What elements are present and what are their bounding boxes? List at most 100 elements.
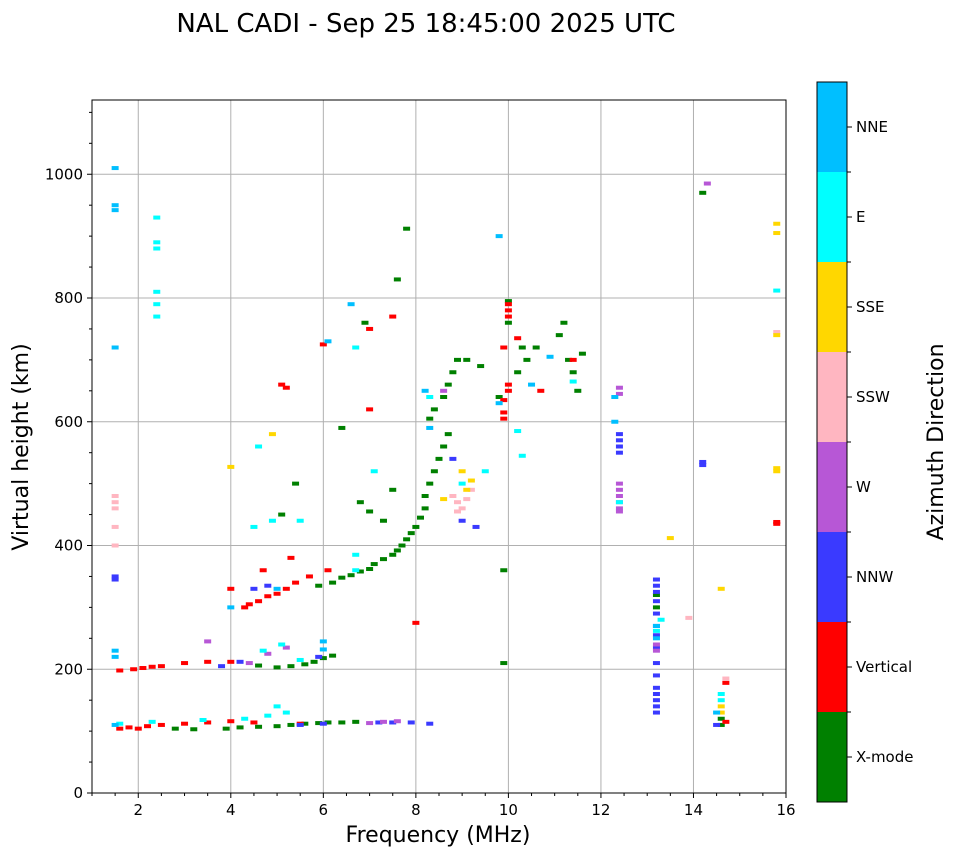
data-point	[722, 676, 730, 681]
data-point	[370, 469, 378, 474]
data-point	[615, 438, 623, 443]
data-point	[403, 537, 411, 542]
data-point	[773, 469, 781, 474]
data-point	[504, 302, 512, 307]
data-point	[250, 586, 258, 591]
data-point	[504, 320, 512, 325]
data-point	[412, 524, 420, 529]
data-point	[463, 497, 471, 502]
x-tick-label: 4	[226, 801, 236, 819]
data-point	[227, 605, 235, 610]
data-point	[615, 487, 623, 492]
data-point	[615, 481, 623, 486]
data-point	[116, 726, 124, 731]
data-point	[477, 364, 485, 369]
data-point	[282, 710, 290, 715]
data-point	[329, 580, 337, 585]
colorbar-segment	[817, 172, 847, 262]
data-point	[287, 555, 295, 560]
series-vertical	[116, 302, 781, 731]
data-point	[773, 221, 781, 226]
data-point	[278, 382, 286, 387]
colorbar-tick-label: SSW	[856, 388, 890, 406]
data-point	[615, 509, 623, 514]
data-point	[615, 494, 623, 498]
data-point	[393, 719, 401, 724]
data-point	[366, 721, 374, 726]
y-tick-label: 600	[54, 413, 83, 431]
data-point	[301, 662, 309, 667]
data-point	[500, 568, 508, 573]
data-point	[652, 661, 660, 666]
data-point	[356, 569, 364, 574]
data-point	[717, 716, 725, 721]
data-point	[116, 668, 124, 673]
data-point	[259, 648, 267, 653]
data-point	[116, 721, 124, 726]
data-point	[157, 722, 165, 727]
data-point	[717, 586, 725, 591]
data-point	[717, 698, 725, 703]
data-point	[430, 407, 438, 412]
data-point	[227, 586, 235, 591]
data-point	[111, 722, 119, 727]
data-point	[699, 463, 707, 468]
data-point	[139, 666, 147, 671]
grid-lines	[92, 100, 786, 793]
data-point	[555, 333, 563, 338]
data-point	[495, 401, 503, 406]
data-point	[227, 659, 235, 664]
data-point	[546, 354, 554, 359]
data-point	[218, 664, 226, 669]
data-point	[273, 665, 281, 670]
data-points	[111, 166, 781, 732]
plot-background	[92, 100, 786, 793]
data-point	[717, 692, 725, 696]
data-point	[652, 636, 660, 641]
data-point	[615, 444, 623, 449]
data-point	[241, 605, 249, 610]
colorbar-frame	[816, 81, 848, 803]
data-point	[245, 602, 253, 607]
data-point	[148, 664, 156, 669]
data-point	[268, 432, 276, 437]
data-point	[264, 583, 272, 588]
colorbar: X-mode Vertical NNW W SSW SSE E NNE	[816, 81, 913, 803]
data-point	[250, 524, 258, 529]
data-point	[713, 722, 721, 727]
data-point	[467, 487, 475, 492]
data-point	[111, 654, 119, 659]
data-point	[379, 557, 387, 562]
data-point	[153, 215, 161, 220]
plot-area: 2 4 6 8 10 12 14 16 0 200 400 600 800 1000	[45, 99, 796, 819]
data-point	[407, 531, 415, 536]
x-tick-label: 2	[133, 801, 143, 819]
data-point	[393, 277, 401, 282]
data-point	[722, 680, 730, 685]
data-point	[301, 721, 309, 726]
data-point	[717, 722, 725, 727]
data-point	[111, 524, 119, 529]
colorbar-tick-label: Vertical	[856, 658, 912, 676]
data-point	[611, 395, 619, 399]
data-point	[111, 166, 119, 171]
x-tick-label: 6	[319, 801, 329, 819]
chart-title: NAL CADI - Sep 25 18:45:00 2025 UTC	[176, 9, 675, 39]
data-point	[699, 459, 707, 464]
data-point	[111, 345, 119, 350]
data-point	[454, 509, 462, 514]
data-point	[282, 645, 290, 650]
data-point	[319, 342, 327, 347]
data-point	[366, 407, 374, 412]
data-point	[657, 617, 665, 622]
data-point	[495, 234, 503, 239]
data-point	[190, 727, 198, 732]
data-point	[287, 664, 295, 669]
data-point	[324, 339, 332, 344]
data-point	[366, 567, 374, 572]
data-point	[130, 667, 138, 672]
data-point	[111, 494, 119, 498]
data-point	[463, 487, 471, 492]
data-point	[292, 481, 300, 486]
data-point	[430, 469, 438, 474]
